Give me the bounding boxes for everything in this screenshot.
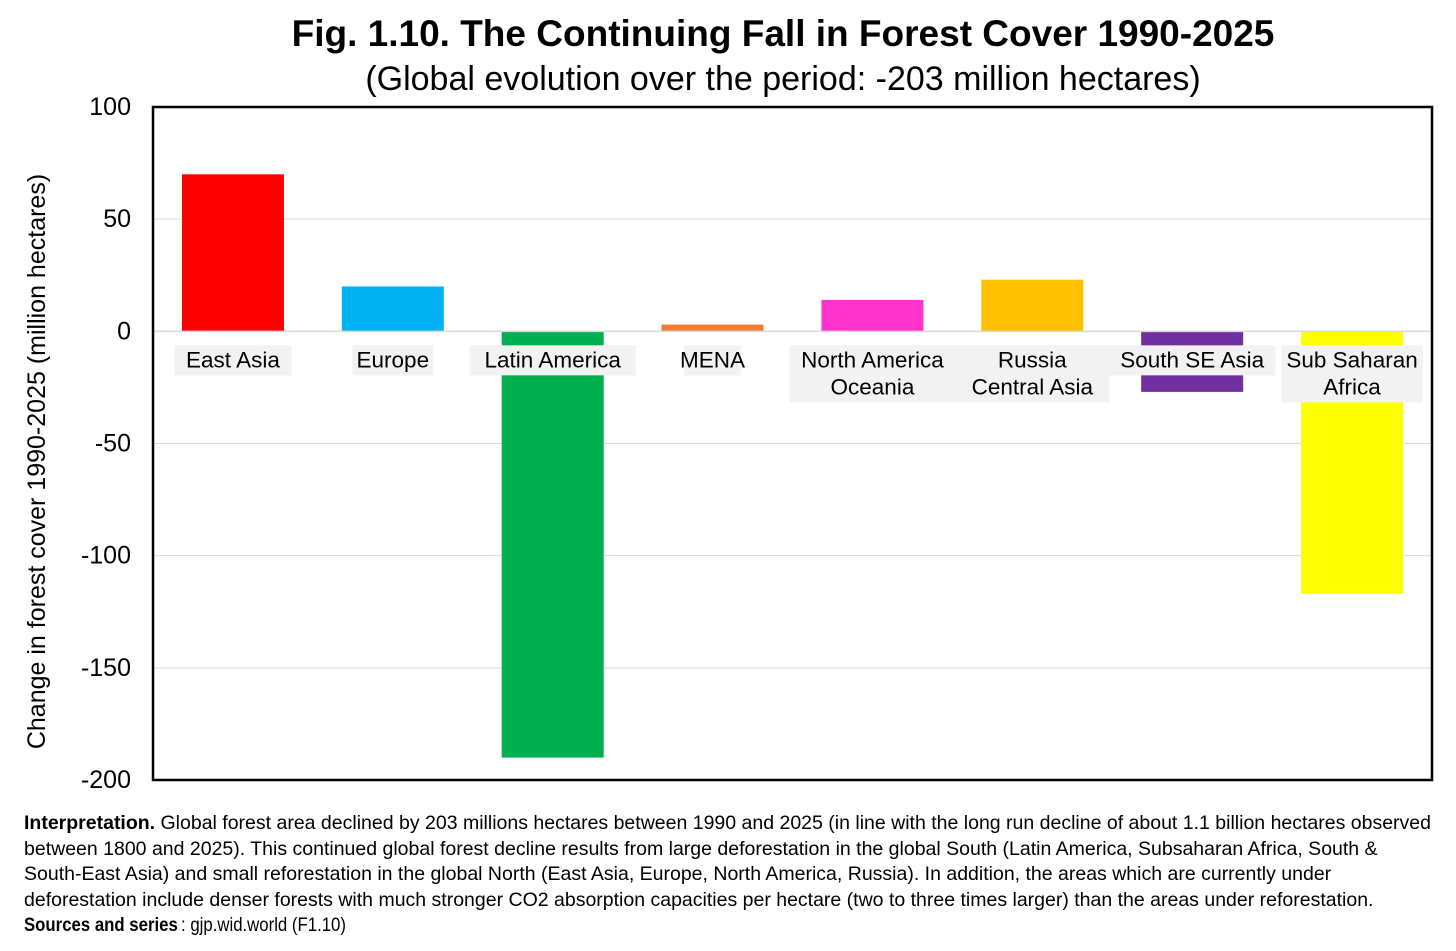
y-tick-label: 100 [89,93,131,121]
chart-subtitle: (Global evolution over the period: -203 … [365,60,1201,98]
y-tick-label: -50 [95,430,131,458]
category-label-bg [789,345,956,403]
category-label-bg [352,345,434,376]
category-label: Sub Saharan [1286,347,1417,372]
y-tick-label: 0 [117,317,131,345]
category-label-bg [1281,345,1423,403]
y-tick-label: 50 [103,205,131,233]
category-label: Oceania [831,374,915,399]
category-label-bg [955,345,1110,403]
category-label-bg [174,345,292,376]
bar [501,331,604,758]
y-tick-label: -100 [81,542,131,570]
category-label: Latin America [485,347,622,372]
category-label-bg [469,345,636,376]
bar-chart: 100 50 0 -50 -100 -150 -200 East Asia Europe Lati… [23,93,1434,794]
category-label: South SE Asia [1120,347,1264,372]
bar [341,286,444,332]
category-label: Central Asia [972,374,1094,399]
y-axis-title: Change in forest cover 1990-2025 (millio… [23,174,51,749]
chart-title: Fig. 1.10. The Continuing Fall in Forest… [291,13,1275,54]
category-label: Africa [1323,374,1381,399]
interpretation-note: Interpretation. Global forest area decli… [24,811,1436,939]
bar [821,299,924,332]
interpretation-lead: Interpretation. [24,812,156,834]
category-label: Europe [357,347,430,372]
bar [181,174,284,332]
category-label-bg [684,345,741,376]
sources-text: : gjp.wid.world (F1.10) [180,914,346,937]
plot-border [151,105,1434,782]
bar [661,324,764,332]
interpretation-text: Global forest area declined by 203 milli… [24,812,1431,911]
sources-label: Sources and series [24,914,178,937]
y-tick-label: -200 [81,766,131,794]
category-label: East Asia [186,347,280,372]
category-label: MENA [680,347,745,372]
y-tick-label: -150 [81,654,131,682]
bar [981,279,1084,332]
category-label-bg [1109,345,1276,376]
category-label: North America [801,347,944,372]
category-label: Russia [998,347,1067,372]
